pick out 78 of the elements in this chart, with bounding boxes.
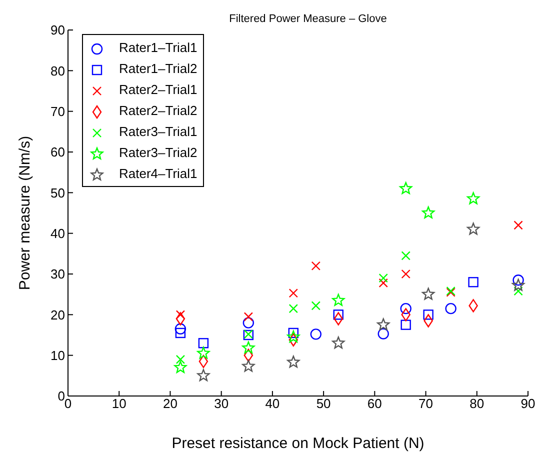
legend-label: Rater4–Trial1 <box>119 166 198 181</box>
point <box>198 338 209 348</box>
point <box>401 251 410 260</box>
y-tick-label: 90 <box>50 22 65 38</box>
point <box>377 318 390 330</box>
point <box>512 274 524 286</box>
point <box>400 182 412 194</box>
point <box>242 360 255 372</box>
x-tick-label: 20 <box>162 396 178 412</box>
point <box>401 308 410 322</box>
point <box>288 288 298 298</box>
y-tick-label: 40 <box>50 226 65 241</box>
y-tick-label: 30 <box>50 266 65 282</box>
x-tick-label: 90 <box>520 396 536 412</box>
point <box>378 273 388 283</box>
point <box>468 277 478 288</box>
point <box>198 354 208 368</box>
chart-title: Filtered Power Measure – Glove <box>229 13 387 25</box>
legend-label: Rater2–Trial1 <box>119 82 198 97</box>
legend-label: Rater1–Trial2 <box>119 61 198 76</box>
point <box>467 192 480 204</box>
point <box>176 310 186 320</box>
point <box>174 360 187 373</box>
point <box>176 312 186 326</box>
legend-label: Rater2–Trial2 <box>119 103 198 118</box>
y-tick-label: 70 <box>50 104 65 119</box>
legend-label: Rater1–Trial1 <box>119 40 198 55</box>
point <box>311 261 320 270</box>
point <box>334 312 343 326</box>
x-tick-label: 40 <box>265 396 280 412</box>
point <box>197 346 210 359</box>
point <box>197 369 210 382</box>
point <box>333 310 344 320</box>
point <box>467 222 480 235</box>
x-tick-label: 70 <box>418 396 434 412</box>
point <box>422 206 435 218</box>
x-tick-label: 30 <box>214 396 229 412</box>
point <box>445 302 456 314</box>
point <box>311 301 320 310</box>
point <box>287 356 300 368</box>
point <box>332 294 345 306</box>
point <box>244 312 254 322</box>
point <box>242 317 254 328</box>
x-tick-label: 10 <box>112 396 126 412</box>
legend-label: Rater3–Trial2 <box>119 145 198 160</box>
point <box>287 330 300 342</box>
point <box>468 299 478 312</box>
y-tick-label: 60 <box>50 144 65 160</box>
point <box>424 314 433 328</box>
point <box>310 328 322 340</box>
y-tick-label: 20 <box>50 307 65 322</box>
y-tick-label: 10 <box>50 348 65 363</box>
point <box>174 323 186 334</box>
x-axis-title: Preset resistance on Mock Patient (N) <box>172 435 424 452</box>
point <box>378 328 389 340</box>
point <box>514 286 523 296</box>
point <box>378 278 388 288</box>
x-tick-label: 60 <box>367 396 382 412</box>
point <box>422 288 435 300</box>
point <box>400 302 412 314</box>
point <box>175 328 186 338</box>
legend-label: Rater3–Trial1 <box>119 124 198 139</box>
point <box>514 220 523 230</box>
y-tick-label: 80 <box>50 63 65 78</box>
point <box>244 348 254 362</box>
x-tick-label: 50 <box>316 396 331 412</box>
x-tick-label: 80 <box>470 396 484 412</box>
point <box>242 341 255 354</box>
point <box>400 320 411 330</box>
point <box>288 333 298 346</box>
point <box>288 304 298 314</box>
point <box>401 269 410 279</box>
point <box>512 278 525 291</box>
point <box>332 336 345 349</box>
y-axis-title: Power measure (Nm/s) <box>16 136 34 290</box>
y-tick-label: 50 <box>50 185 65 200</box>
point <box>423 310 434 320</box>
point <box>176 354 186 364</box>
